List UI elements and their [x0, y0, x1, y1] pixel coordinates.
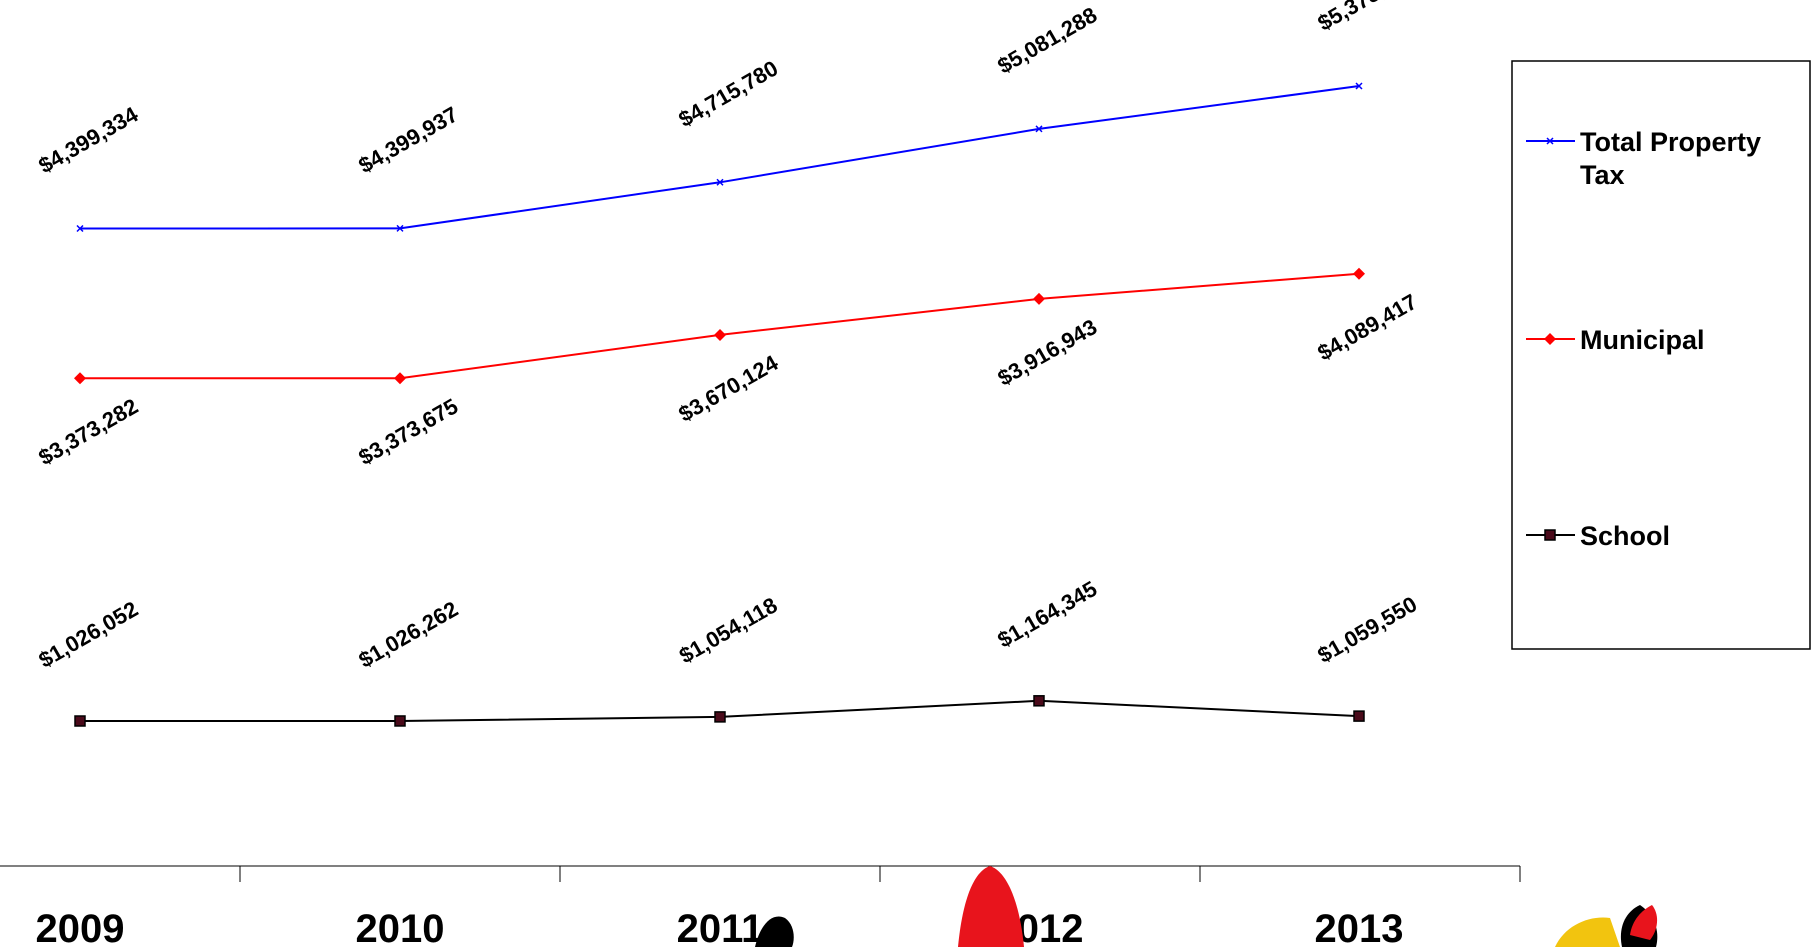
legend-label: School — [1580, 521, 1670, 551]
data-point — [74, 372, 86, 385]
data-point — [1544, 333, 1556, 345]
series-1 — [74, 267, 1365, 385]
legend-label: Tax — [1580, 160, 1625, 190]
x-tick-label: 2010 — [356, 907, 445, 947]
data-label: $1,026,262 — [354, 596, 462, 673]
data-point — [714, 711, 726, 723]
data-label: $4,715,780 — [674, 55, 782, 132]
data-point — [1544, 529, 1556, 541]
x-axis: 2009 2010 2011 2012 2013 — [0, 865, 1521, 947]
data-label: $1,059,550 — [1313, 591, 1421, 668]
data-point — [396, 224, 404, 232]
data-label: $1,164,345 — [993, 576, 1101, 653]
x-tick-label: 2009 — [36, 907, 125, 947]
data-label: $4,089,417 — [1313, 289, 1421, 366]
data-point — [714, 328, 726, 341]
data-labels: $4,399,334 $4,399,937 $4,715,780 $5,081,288… — [34, 0, 1421, 673]
data-point — [1546, 137, 1554, 145]
data-label: $3,670,124 — [674, 350, 783, 427]
mascot-logo — [755, 866, 1658, 947]
data-label: $5,081,288 — [993, 2, 1101, 79]
data-label: $1,054,118 — [675, 592, 782, 668]
data-point — [76, 224, 84, 233]
data-label: $4,399,334 — [34, 101, 143, 178]
data-point — [1033, 695, 1045, 707]
legend-label: Total Property — [1580, 127, 1761, 157]
series-0 — [76, 82, 1363, 233]
data-point — [74, 715, 86, 727]
data-label: $3,373,282 — [34, 393, 142, 470]
series-2 — [74, 695, 1365, 727]
data-point — [1035, 125, 1043, 133]
x-tick-label: 2013 — [1315, 907, 1404, 947]
data-label: $3,916,943 — [993, 314, 1101, 391]
data-point — [1353, 267, 1365, 280]
data-label: $5,375,140 — [1313, 0, 1421, 36]
data-point — [716, 178, 724, 186]
data-point — [1355, 82, 1363, 90]
data-label: $4,399,937 — [354, 102, 462, 179]
data-point — [1033, 292, 1045, 305]
data-label: $3,373,675 — [354, 393, 462, 470]
legend-item: Municipal — [1526, 325, 1705, 355]
legend-item: School — [1526, 521, 1670, 551]
data-point — [394, 372, 406, 385]
data-point — [1353, 710, 1365, 722]
legend-label: Municipal — [1580, 325, 1705, 355]
series-layer — [74, 82, 1365, 727]
data-point — [394, 715, 406, 727]
x-tick-label: 2011 — [677, 907, 764, 947]
series-line — [79, 272, 1360, 380]
legend-box — [1511, 60, 1811, 650]
data-label: $1,026,052 — [34, 596, 142, 673]
